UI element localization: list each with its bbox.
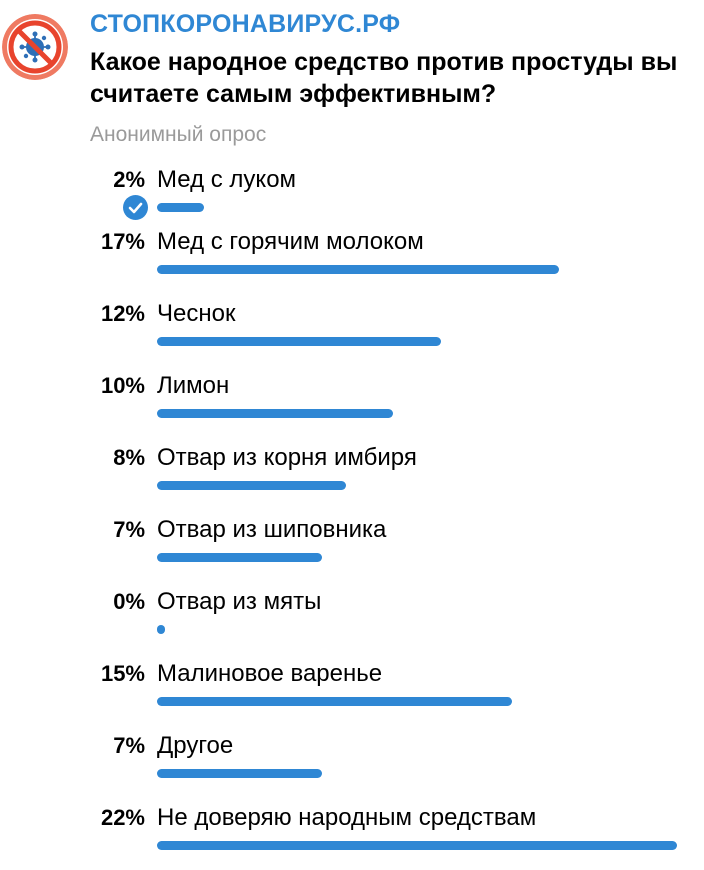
option-percent: 2%: [113, 167, 145, 192]
stop-coronavirus-logo-icon: [2, 14, 68, 80]
poll-option[interactable]: 0% Отвар из мяты: [0, 587, 704, 643]
option-percent: 7%: [113, 733, 145, 758]
option-label: Отвар из шиповника: [157, 516, 387, 543]
option-label: Мед с луком: [157, 166, 297, 193]
option-bar: [157, 203, 204, 212]
poll-option[interactable]: 2% Мед с луком: [0, 165, 704, 221]
option-bar: [157, 697, 512, 706]
option-bar: [157, 625, 165, 634]
poll-option[interactable]: 10% Лимон: [0, 371, 704, 427]
option-percent: 8%: [113, 445, 145, 470]
option-percent: 7%: [113, 517, 145, 542]
poll-option[interactable]: 22% Не доверяю народным средствам: [0, 803, 704, 859]
option-bar: [157, 337, 441, 346]
poll-type-label: Анонимный опрос: [90, 123, 267, 146]
option-label: Отвар из корня имбиря: [157, 444, 417, 471]
option-bar: [157, 409, 393, 418]
option-label: Не доверяю народным средствам: [157, 804, 537, 831]
option-label: Лимон: [157, 372, 230, 399]
option-label: Мед с горячим молоком: [157, 228, 424, 255]
option-percent: 15%: [100, 661, 145, 686]
option-label: Чеснок: [157, 300, 236, 327]
option-percent: 22%: [100, 805, 145, 830]
option-bar: [157, 841, 677, 850]
option-bar: [157, 553, 322, 562]
poll-option[interactable]: 12% Чеснок: [0, 299, 704, 355]
option-percent: 12%: [100, 301, 145, 326]
option-bar: [157, 481, 346, 490]
option-bar: [157, 769, 322, 778]
poll-option[interactable]: 7% Отвар из шиповника: [0, 515, 704, 571]
option-bar: [157, 265, 559, 274]
option-percent: 0%: [113, 589, 145, 614]
option-percent: 10%: [100, 373, 145, 398]
poll-option[interactable]: 7% Другое: [0, 731, 704, 787]
option-percent: 17%: [100, 229, 145, 254]
poll-question: Какое народное средство против простуды …: [90, 48, 678, 108]
option-label: Малиновое варенье: [157, 660, 383, 687]
channel-avatar[interactable]: [2, 14, 68, 80]
poll-option[interactable]: 17% Мед с горячим молоком: [0, 227, 704, 283]
channel-name[interactable]: СТОПКОРОНАВИРУС.РФ: [90, 10, 401, 38]
poll-option[interactable]: 15% Малиновое варенье: [0, 659, 704, 715]
option-label: Отвар из мяты: [157, 588, 322, 615]
check-icon: [123, 195, 148, 220]
poll-option[interactable]: 8% Отвар из корня имбиря: [0, 443, 704, 499]
option-label: Другое: [157, 732, 234, 759]
